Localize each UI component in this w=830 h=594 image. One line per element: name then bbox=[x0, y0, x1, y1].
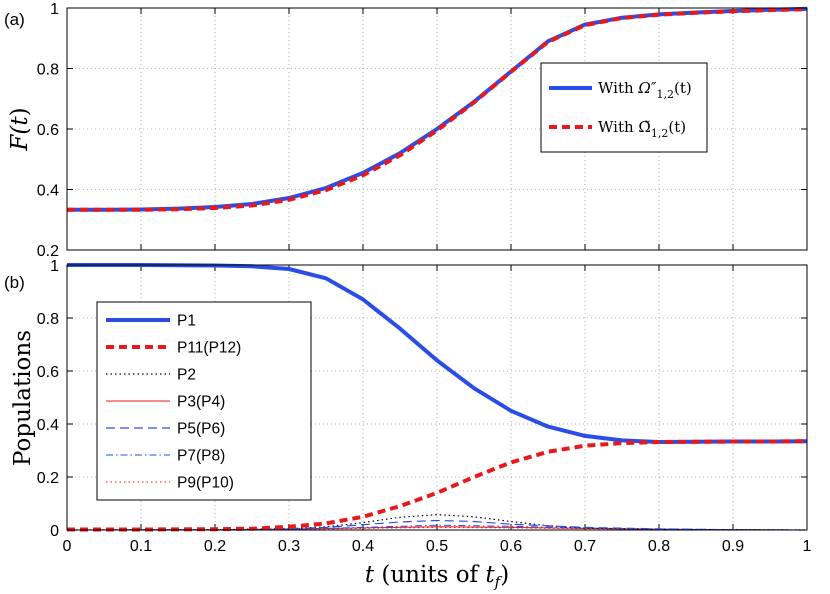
panel-b-ticks: 0 0.2 0.4 0.6 0.8 1 0 0.1 0.2 0.3 0.4 0.5 0.6 0.7 0.8 0… bbox=[37, 258, 812, 555]
panel-b-axes-frame bbox=[66, 264, 808, 531]
panel-b-xlabel: t (units of tf) bbox=[365, 562, 509, 591]
ytick-label: 0.2 bbox=[37, 243, 59, 260]
xtick-label: 1 bbox=[803, 538, 812, 555]
xtick-label: 0.4 bbox=[352, 538, 374, 555]
panel-a-ylabel: F(t) bbox=[7, 107, 33, 151]
panel-a-axes-frame bbox=[66, 7, 808, 251]
legend-label: P9(P10) bbox=[177, 475, 234, 492]
ytick-label: 0.8 bbox=[37, 311, 59, 328]
legend-label: P2 bbox=[177, 367, 196, 384]
ytick-label: 0.6 bbox=[37, 364, 59, 381]
series-line-p11-p12 bbox=[67, 439, 808, 532]
legend-label: P7(P8) bbox=[177, 448, 225, 465]
panel-b-grid bbox=[67, 265, 807, 530]
legend-label: P11(P12) bbox=[177, 340, 241, 357]
panel-a-series bbox=[67, 6, 808, 212]
ytick-label: 0.2 bbox=[37, 470, 59, 487]
legend-label-omega-double-prime: With Ω″1,2(t) bbox=[598, 79, 692, 101]
panel-a-legend-box bbox=[540, 62, 708, 153]
panel-b-label: (b) bbox=[4, 273, 25, 292]
legend-label: P1 bbox=[177, 313, 196, 330]
legend-label: P5(P6) bbox=[177, 421, 225, 438]
panel-b-legend: P1 P11(P12) P2 P3(P4) P5(P6) P7(P8) P9(P10) bbox=[96, 301, 312, 501]
panel-a-legend: With Ω″1,2(t) With Ω̃1,2(t) bbox=[540, 62, 708, 153]
legend-label: P3(P4) bbox=[177, 394, 225, 411]
xtick-label: 0 bbox=[63, 538, 72, 555]
ytick-label: 0.4 bbox=[37, 183, 59, 200]
xtick-label: 0.8 bbox=[648, 538, 670, 555]
xtick-label: 0.6 bbox=[500, 538, 522, 555]
panel-a-label: (a) bbox=[4, 10, 25, 29]
series-line-p5-p6 bbox=[66, 519, 808, 531]
ytick-label: 1 bbox=[50, 1, 59, 18]
xtick-label: 0.5 bbox=[426, 538, 448, 555]
ytick-label: 1 bbox=[50, 258, 59, 275]
series-line-with-1-2-t bbox=[67, 7, 808, 212]
xtick-label: 0.1 bbox=[130, 538, 152, 555]
ytick-label: 0.4 bbox=[37, 417, 59, 434]
ytick-label: 0.6 bbox=[37, 122, 59, 139]
legend-label-omega-tilde: With Ω̃1,2(t) bbox=[598, 118, 686, 140]
panel-a-chart: (a) 0.2 0.4 0.6 0.8 1 F(t) With Ω″1,2(t) Wit… bbox=[4, 1, 808, 260]
xtick-label: 0.9 bbox=[722, 538, 744, 555]
ytick-label: 0.8 bbox=[37, 62, 59, 79]
ytick-label: 0 bbox=[50, 523, 59, 540]
panel-b-ylabel: Populations bbox=[10, 330, 36, 466]
xtick-label: 0.7 bbox=[574, 538, 596, 555]
xtick-label: 0.3 bbox=[278, 538, 300, 555]
panel-b-chart: (b) 0 0.2 0.4 0.6 0.8 1 0 0.1 0.2 0.3 0.4 0.5 0.6 0.7… bbox=[4, 258, 812, 591]
xtick-label: 0.2 bbox=[204, 538, 226, 555]
